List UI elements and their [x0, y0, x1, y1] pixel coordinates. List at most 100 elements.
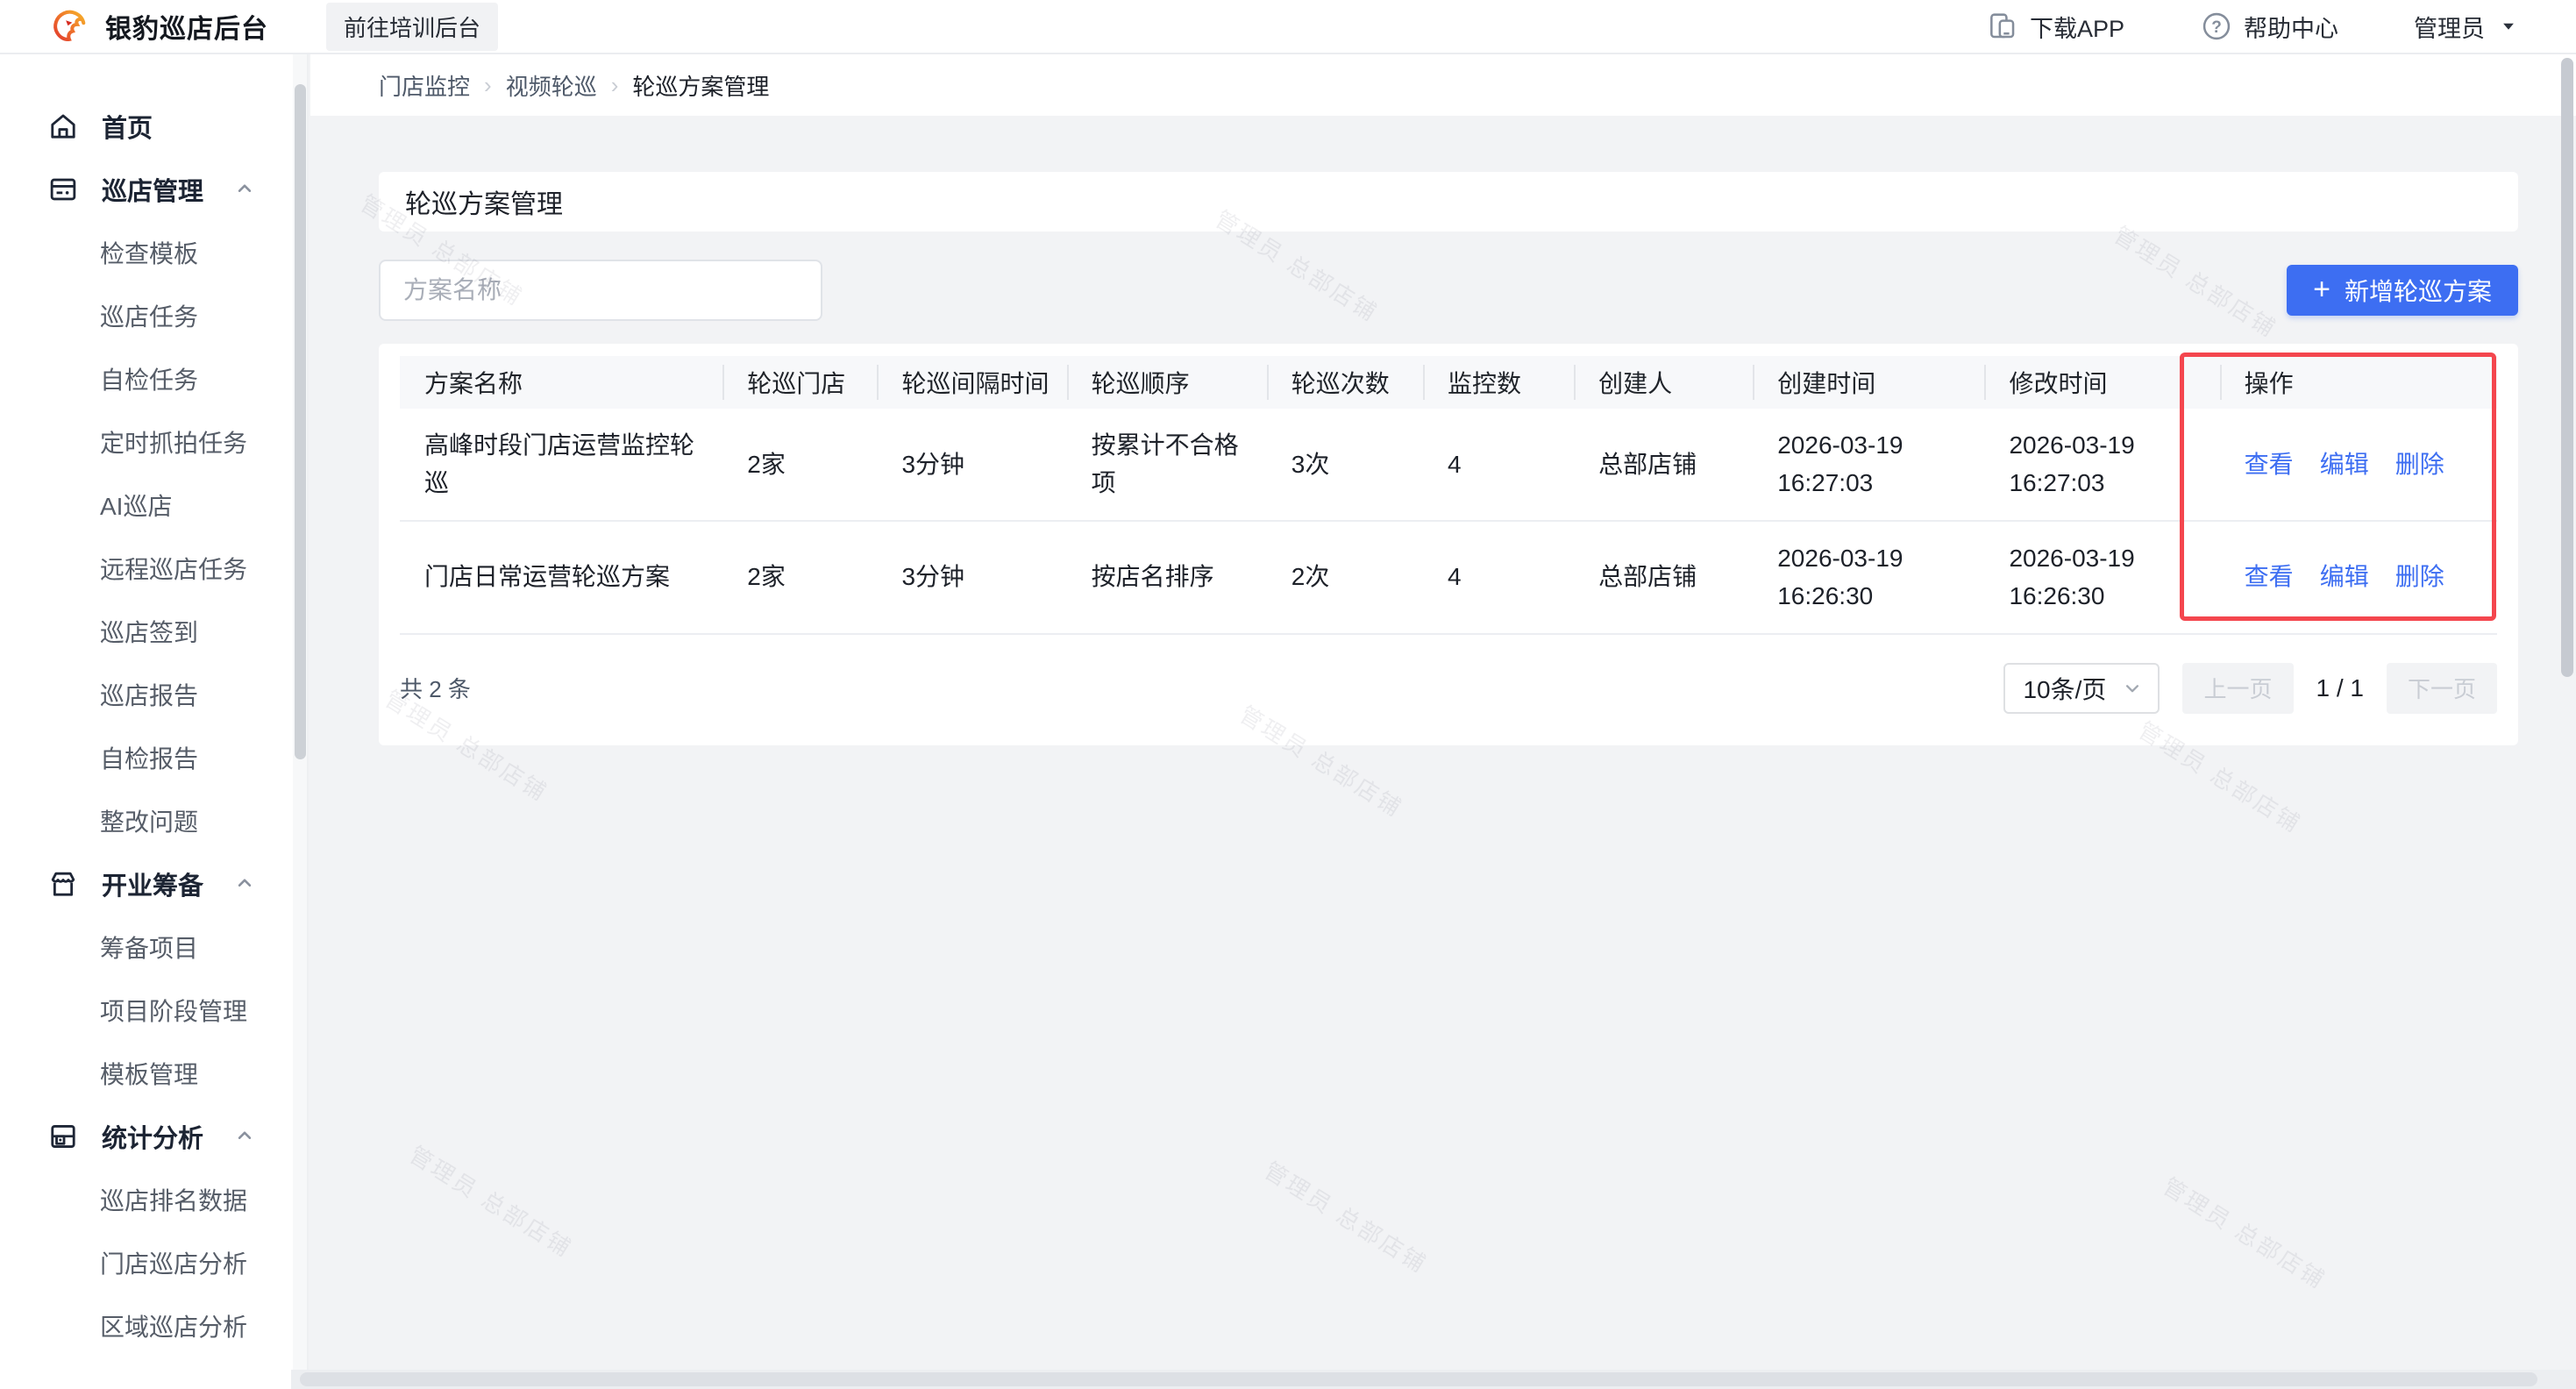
leopard-logo-icon — [49, 6, 89, 46]
sidebar-menu: 首页巡店管理检查模板巡店任务自检任务定时抓拍任务 AI巡店远程巡店任务 巡店签到巡店… — [0, 54, 307, 1357]
cell-order: 按累计不合格项 — [1066, 409, 1267, 522]
phone-icon — [1986, 10, 2019, 43]
breadcrumb-item[interactable]: 视频轮巡 — [505, 73, 597, 100]
column-header: 方案名称 — [400, 356, 723, 409]
prev-page-button[interactable]: 上一页 — [2182, 662, 2294, 714]
cell-actions: 查看 编辑 删除 — [2219, 520, 2497, 635]
help-center-button[interactable]: ? 帮助中心 — [2200, 10, 2338, 44]
page-size-select[interactable]: 10条/页 — [2003, 662, 2160, 714]
delete-link[interactable]: 删除 — [2395, 450, 2444, 478]
select-chevron-down-icon — [2119, 675, 2145, 702]
plan-name-search-input[interactable] — [379, 260, 822, 321]
sidebar-subitem[interactable]: 远程巡店任务 — [100, 556, 248, 583]
sidebar-item-label: 统计分析 — [102, 1125, 204, 1153]
download-app-label: 下载APP — [2029, 15, 2124, 42]
cell-modified: 2026-03-19 16:26:30 — [1984, 520, 2220, 635]
table-header-row: 方案名称 轮巡门店 轮巡间隔时间 轮巡顺序 轮巡次数 监控数 创建人 创建时间 修改时间 操作 — [400, 356, 2497, 409]
sidebar-subitem[interactable]: 定时抓拍任务 — [100, 430, 248, 457]
cell-modified: 2026-03-19 16:27:03 — [1984, 409, 2220, 522]
toolbar: + 新增轮巡方案 — [379, 260, 2518, 321]
brand: 银豹巡店后台 前往培训后台 — [0, 2, 499, 51]
breadcrumb: 门店监控 › 视频轮巡 › 轮巡方案管理 — [310, 54, 2576, 116]
user-menu[interactable]: 管理员 — [2414, 10, 2522, 44]
pager-controls: 10条/页 上一页 1 / 1 下一页 — [2003, 662, 2497, 714]
help-icon: ? — [2200, 10, 2233, 43]
sidebar-subitem[interactable]: 巡店签到 — [100, 619, 199, 646]
cell-creator: 总部店铺 — [1574, 520, 1754, 635]
column-header: 轮巡顺序 — [1066, 356, 1267, 409]
cell-interval: 3分钟 — [877, 520, 1067, 635]
page-title-card: 轮巡方案管理 — [379, 172, 2518, 232]
sidebar-subitem[interactable]: 自检任务 — [100, 367, 199, 394]
add-patrol-plan-label: 新增轮巡方案 — [2344, 278, 2492, 305]
page-size-value: 10条/页 — [2023, 675, 2107, 703]
view-link[interactable]: 查看 — [2244, 563, 2294, 591]
sidebar-item-label: 开业筹备 — [102, 873, 204, 901]
chevron-up-icon — [231, 1122, 258, 1149]
column-header: 轮巡次数 — [1266, 356, 1423, 409]
delete-link[interactable]: 删除 — [2395, 563, 2444, 591]
sidebar-subitem[interactable]: 筹备项目 — [100, 935, 199, 962]
page-indicator: 1 / 1 — [2316, 673, 2364, 702]
sidebar-subitem[interactable]: 检查模板 — [100, 240, 199, 267]
training-portal-button[interactable]: 前往培训后台 — [326, 2, 499, 51]
cell-name: 门店日常运营轮巡方案 — [400, 520, 723, 635]
sidebar-item-0[interactable]: 首页 — [0, 95, 307, 158]
statistics-icon — [47, 1121, 79, 1152]
sidebar-subitem[interactable]: 模板管理 — [100, 1061, 199, 1088]
sidebar-scrollbar-track[interactable] — [293, 54, 307, 1389]
edit-link[interactable]: 编辑 — [2319, 563, 2369, 591]
svg-text:?: ? — [2211, 18, 2222, 37]
table-row: 高峰时段门店运营监控轮巡 2家 3分钟 按累计不合格项 3次 4 总部店铺 2026-03-1… — [400, 409, 2497, 522]
breadcrumb-item-current: 轮巡方案管理 — [632, 73, 770, 100]
sidebar-subitem[interactable]: 巡店报告 — [100, 682, 199, 709]
column-header: 轮巡门店 — [722, 356, 878, 409]
sidebar-item-label: 巡店管理 — [102, 178, 204, 206]
sidebar-subitem[interactable]: AI巡店 — [100, 493, 173, 520]
sidebar-subitem[interactable]: 区域巡店分析 — [100, 1314, 248, 1341]
breadcrumb-item[interactable]: 门店监控 — [379, 73, 471, 100]
total-count-label: 共 2 条 — [400, 676, 471, 703]
cell-times: 3次 — [1266, 409, 1423, 522]
pagination-bar: 共 2 条 10条/页 上一页 1 / 1 下一页 — [400, 662, 2497, 714]
page-horizontal-scrollbar[interactable] — [291, 1370, 2576, 1389]
sidebar-subitem[interactable]: 巡店排名数据 — [100, 1187, 248, 1214]
page-vertical-scrollbar[interactable] — [2561, 58, 2573, 677]
horizontal-scrollbar-thumb[interactable] — [300, 1372, 2537, 1386]
plan-table: 方案名称 轮巡门店 轮巡间隔时间 轮巡顺序 轮巡次数 监控数 创建人 创建时间 修改时间 操作 高… — [400, 356, 2497, 635]
sidebar-item-1[interactable]: 巡店管理 — [0, 158, 307, 221]
main-area: 门店监控 › 视频轮巡 › 轮巡方案管理 轮巡方案管理 + 新增轮巡方案 方案名… — [310, 54, 2576, 1389]
sidebar-subitem[interactable]: 自检报告 — [100, 745, 199, 773]
home-icon — [47, 110, 79, 142]
column-header: 操作 — [2219, 356, 2497, 409]
view-link[interactable]: 查看 — [2244, 450, 2294, 478]
sidebar-item-3[interactable]: 统计分析 — [0, 1105, 307, 1168]
sidebar-item-2[interactable]: 开业筹备 — [0, 852, 307, 915]
plan-table-card: 方案名称 轮巡门店 轮巡间隔时间 轮巡顺序 轮巡次数 监控数 创建人 创建时间 修改时间 操作 高… — [379, 344, 2518, 745]
patrol-management-icon — [47, 174, 79, 205]
cell-stores: 2家 — [722, 409, 878, 522]
sidebar-item-label: 首页 — [102, 115, 153, 143]
download-app-button[interactable]: 下载APP — [1986, 10, 2124, 44]
sidebar-subitem[interactable]: 门店巡店分析 — [100, 1250, 248, 1278]
column-header: 轮巡间隔时间 — [877, 356, 1067, 409]
chevron-up-icon — [231, 175, 258, 202]
next-page-button[interactable]: 下一页 — [2386, 662, 2497, 714]
sidebar-subitem[interactable]: 整改问题 — [100, 808, 199, 836]
add-patrol-plan-button[interactable]: + 新增轮巡方案 — [2287, 265, 2518, 316]
sidebar-scrollbar-thumb[interactable] — [295, 84, 306, 759]
help-center-label: 帮助中心 — [2244, 15, 2338, 42]
edit-link[interactable]: 编辑 — [2319, 450, 2369, 478]
plus-icon: + — [2313, 272, 2330, 306]
header-actions: 下载APP ? 帮助中心 管理员 — [1986, 10, 2576, 44]
brand-title: 银豹巡店后台 — [105, 15, 268, 44]
cell-interval: 3分钟 — [877, 409, 1067, 522]
cell-created: 2026-03-19 16:27:03 — [1753, 409, 1985, 522]
breadcrumb-separator: › — [610, 71, 619, 98]
sidebar-subitem[interactable]: 巡店任务 — [100, 303, 199, 331]
sidebar: 首页巡店管理检查模板巡店任务自检任务定时抓拍任务 AI巡店远程巡店任务 巡店签到巡店… — [0, 54, 309, 1389]
cell-created: 2026-03-19 16:26:30 — [1753, 520, 1985, 635]
cell-name: 高峰时段门店运营监控轮巡 — [400, 409, 723, 522]
cell-stores: 2家 — [722, 520, 878, 635]
sidebar-subitem[interactable]: 项目阶段管理 — [100, 998, 248, 1025]
